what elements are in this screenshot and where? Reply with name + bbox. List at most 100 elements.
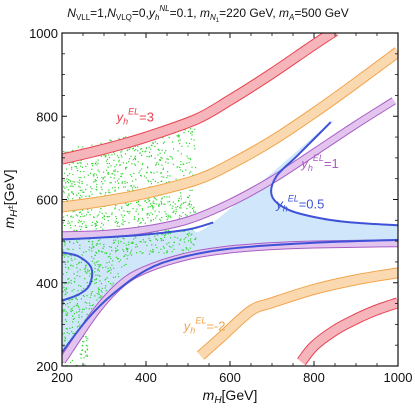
scatter-point <box>88 249 90 251</box>
scatter-point <box>94 295 96 297</box>
scatter-point <box>86 302 88 304</box>
scatter-point <box>131 249 133 251</box>
scatter-point <box>180 207 182 209</box>
scatter-point <box>163 141 165 143</box>
scatter-point <box>156 215 158 217</box>
scatter-point <box>82 146 84 148</box>
scatter-point <box>147 167 149 169</box>
scatter-point <box>124 214 126 217</box>
scatter-point <box>193 145 195 147</box>
scatter-point <box>117 171 119 173</box>
scatter-point <box>129 253 131 255</box>
scatter-point <box>105 160 108 162</box>
scatter-point <box>178 135 180 137</box>
scatter-point <box>110 246 112 248</box>
scatter-point <box>62 302 64 304</box>
scatter-point <box>91 243 93 245</box>
scatter-point <box>98 293 100 295</box>
scatter-point <box>130 155 132 157</box>
scatter-point <box>71 359 73 362</box>
scatter-point <box>73 242 75 244</box>
scatter-point <box>63 310 65 312</box>
scatter-point <box>148 146 150 148</box>
scatter-point <box>76 162 79 165</box>
scatter-point <box>121 223 123 225</box>
scatter-point <box>117 182 119 184</box>
scatter-point <box>114 189 116 191</box>
axes: 200 400 600 800 1000 200 400 600 800 1000 <box>29 26 412 385</box>
scatter-point <box>156 239 159 241</box>
scatter-point <box>109 192 111 194</box>
scatter-point <box>152 200 154 202</box>
scatter-point <box>137 213 139 215</box>
scatter-point <box>69 172 71 175</box>
scatter-point <box>180 153 182 155</box>
scatter-point <box>160 238 162 240</box>
scatter-point <box>105 192 107 194</box>
scatter-point <box>167 217 169 219</box>
scatter-point <box>135 237 137 239</box>
scatter-point <box>114 276 117 278</box>
scatter-point <box>95 244 97 246</box>
series-band-fill <box>297 298 398 365</box>
scatter-point <box>105 155 107 157</box>
scatter-point <box>83 295 85 297</box>
scatter-point <box>74 184 76 186</box>
scatter-point <box>62 309 64 311</box>
scatter-point <box>66 248 68 250</box>
scatter-point <box>150 172 152 174</box>
scatter-point <box>107 171 109 174</box>
scatter-point <box>63 151 65 153</box>
scatter-point <box>106 252 108 254</box>
scatter-point <box>110 140 112 142</box>
scatter-point <box>121 150 123 152</box>
scatter-point <box>80 177 82 179</box>
scatter-point <box>150 180 152 183</box>
scatter-point <box>98 171 100 173</box>
scatter-point <box>116 249 118 252</box>
scatter-point <box>94 254 96 256</box>
scatter-point <box>107 256 109 258</box>
scatter-point <box>161 157 163 159</box>
scatter-point <box>176 166 178 168</box>
scatter-point <box>128 212 130 214</box>
scatter-point <box>62 311 64 313</box>
scatter-point <box>76 303 78 305</box>
series-band-fill <box>62 98 396 239</box>
scatter-point <box>190 132 192 134</box>
scatter-point <box>109 182 111 184</box>
scatter-point <box>80 285 82 287</box>
scatter-point <box>72 216 74 218</box>
scatter-point <box>71 191 73 193</box>
scatter-point <box>102 224 105 226</box>
scatter-point <box>72 315 74 317</box>
scatter-point <box>73 273 75 275</box>
scatter-point <box>190 171 192 173</box>
scatter-point <box>161 176 163 178</box>
scatter-point <box>84 364 86 366</box>
scatter-point <box>187 204 189 206</box>
scatter-point <box>158 205 160 207</box>
scatter-point <box>127 210 129 213</box>
scatter-point <box>76 230 78 232</box>
scatter-point <box>101 287 103 289</box>
scatter-point <box>92 174 94 176</box>
scatter-point <box>162 233 164 235</box>
scatter-point <box>66 314 68 316</box>
scatter-point <box>164 211 166 213</box>
scatter-point <box>87 209 89 211</box>
scatter-point <box>173 241 175 244</box>
scatter-point <box>127 189 129 191</box>
chart-title: NVLL=1,NVLQ=0,yhNL=0.1, mN1=220 GeV, mA=… <box>67 4 348 24</box>
scatter-point <box>131 163 133 165</box>
scatter-point <box>98 275 100 277</box>
scatter-point <box>94 179 96 181</box>
scatter-point <box>180 195 182 197</box>
scatter-point <box>81 196 83 198</box>
scatter-point <box>95 186 98 188</box>
scatter-point <box>96 224 98 226</box>
scatter-point <box>175 178 177 180</box>
scatter-point <box>71 191 73 193</box>
scatter-point <box>150 183 152 185</box>
scatter-point <box>188 202 190 204</box>
